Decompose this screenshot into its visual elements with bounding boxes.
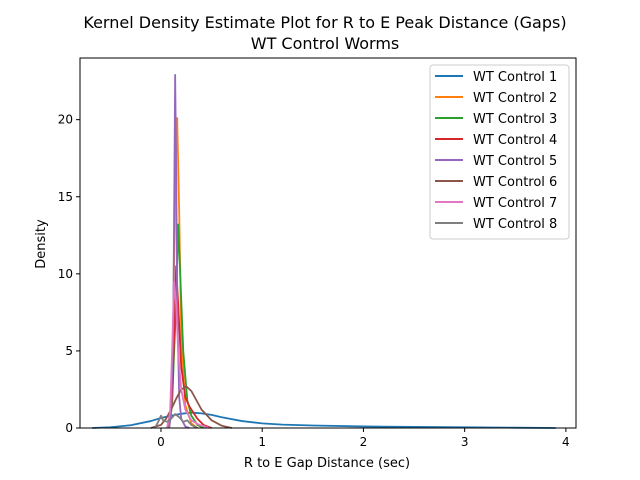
legend: WT Control 1 WT Control 2 WT Control 3 WT C… <box>429 64 570 240</box>
x-tick-label: 4 <box>562 435 570 449</box>
plot-area <box>92 74 556 429</box>
y-tick-label: 5 <box>65 344 73 358</box>
x-axis-label: R to E Gap Distance (sec) <box>244 456 410 471</box>
legend-label-2: WT Control 2 <box>473 91 557 106</box>
x-tick-label: 0 <box>157 435 165 449</box>
legend-label-4: WT Control 4 <box>473 133 557 148</box>
series-line-4 <box>168 265 212 429</box>
series-line-6 <box>150 385 233 429</box>
x-tick-label: 1 <box>258 435 266 449</box>
series-line-8 <box>154 413 198 429</box>
y-tick-label: 20 <box>58 113 73 127</box>
legend-label-8: WT Control 8 <box>473 217 557 232</box>
x-tick-label: 2 <box>360 435 368 449</box>
y-axis-label: Density <box>34 219 49 269</box>
legend-label-3: WT Control 3 <box>473 112 557 127</box>
chart-subtitle: WT Control Worms <box>251 34 400 53</box>
y-tick-label: 0 <box>65 421 73 435</box>
chart-title: Kernel Density Estimate Plot for R to E … <box>83 13 566 32</box>
series-line-7 <box>166 280 210 429</box>
y-tick-label: 10 <box>58 267 73 281</box>
axes: 0 1 2 3 4 0 5 10 15 20 <box>58 57 577 449</box>
legend-label-7: WT Control 7 <box>473 196 557 211</box>
legend-label-6: WT Control 6 <box>473 175 557 190</box>
y-tick-label: 15 <box>58 190 73 204</box>
series-line-1 <box>92 411 556 429</box>
legend-label-1: WT Control 1 <box>473 70 557 85</box>
x-tick-label: 3 <box>461 435 469 449</box>
legend-label-5: WT Control 5 <box>473 154 557 169</box>
legend-box <box>429 64 570 240</box>
axes-frame <box>79 57 577 429</box>
